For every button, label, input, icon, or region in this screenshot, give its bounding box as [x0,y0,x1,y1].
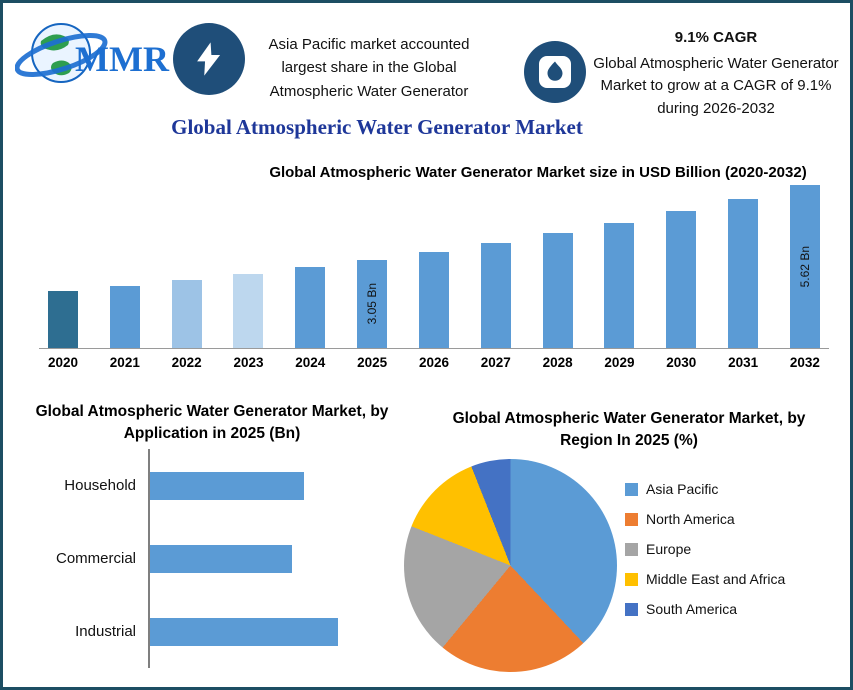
market-size-bar-chart: 3.05 Bn 5.62 Bn [39,181,829,349]
bar-rect-2026 [418,252,449,348]
lightning-icon [173,23,245,95]
bar-column-2032: 5.62 Bn [781,181,829,348]
x-axis-label-2021: 2021 [109,355,140,370]
category-label-commercial: Commercial [55,550,136,567]
bar-column-2029 [595,181,643,348]
globe-icon: MMR [14,23,170,83]
x-axis-label-2023: 2023 [233,355,264,370]
application-bar-chart: Household Commercial Industrial [31,449,403,668]
bar-rect-commercial [150,544,292,573]
market-size-x-axis: 2020 2021 2022 2023 2024 2025 2026 2027 2028 2029… [39,355,829,370]
mmr-logo: MMR [14,11,170,97]
legend-item-north-america: North America [625,511,785,527]
region-chart-title: Global Atmospheric Water Generator Marke… [452,410,806,450]
bar-column-2021 [101,181,149,348]
bar-rect-2021 [109,286,140,348]
bar-column-2031 [719,181,767,348]
x-axis-label-2029: 2029 [604,355,635,370]
bar-rect-2028 [542,233,573,348]
legend-label: Middle East and Africa [646,571,786,587]
category-label-household: Household [64,477,136,494]
x-axis-label-2030: 2030 [666,355,697,370]
x-axis-label-2027: 2027 [480,355,511,370]
bar-rect-2023 [233,274,264,348]
bar-value-label-2032: 5.62 Bn [797,245,812,288]
x-axis-label-2031: 2031 [728,355,759,370]
x-axis-label-2022: 2022 [171,355,202,370]
bar-column-2030 [657,181,705,348]
x-axis-label-2032: 2032 [789,355,820,370]
region-pie-legend: Asia Pacific North America Europe Middle Ea… [625,481,785,617]
bar-rect-2027 [480,243,511,348]
bar-rect-industrial [150,617,338,646]
bar-column-2026 [410,181,458,348]
bar-value-label-2025: 3.05 Bn [365,283,380,325]
bar-rect-2024 [295,267,326,348]
x-axis-label-2025: 2025 [357,355,388,370]
bar-track-industrial [148,595,403,668]
legend-label: North America [646,511,735,527]
region-pie-chart [404,459,617,672]
x-axis-label-2028: 2028 [542,355,573,370]
market-size-chart-title: Global Atmospheric Water Generator Marke… [269,164,807,181]
bar-rect-2020 [48,291,78,348]
bar-rect-2022 [171,280,202,348]
legend-label: Asia Pacific [646,481,719,497]
bar-track-household [148,449,403,522]
legend-swatch [625,482,638,496]
category-label-industrial: Industrial [75,623,136,640]
cagr-text: Global Atmospheric Water Generator Marke… [593,54,839,117]
application-chart-title: Global Atmospheric Water Generator Marke… [35,403,389,443]
bar-column-2025: 3.05 Bn [348,181,396,348]
bar-column-2022 [163,181,211,348]
legend-item-south-america: South America [625,601,785,617]
bar-rect-2031 [728,199,759,348]
callout-cagr: 9.1% CAGR Global Atmospheric Water Gener… [589,27,843,120]
x-axis-label-2024: 2024 [295,355,326,370]
page-title: Global Atmospheric Water Generator Marke… [171,115,583,139]
legend-label: Europe [646,541,692,557]
legend-label: South America [646,601,738,617]
bar-rect-2030 [666,211,697,348]
legend-item-asia-pacific: Asia Pacific [625,481,785,497]
bar-column-2023 [224,181,272,348]
x-axis-label-2026: 2026 [418,355,449,370]
legend-item-europe: Europe [625,541,785,557]
bar-column-2024 [286,181,334,348]
legend-swatch [625,572,638,586]
bar-column-2028 [534,181,582,348]
legend-swatch [625,542,638,556]
flame-icon [524,41,586,103]
bar-column-2027 [472,181,520,348]
legend-swatch [625,512,638,526]
legend-item-middle-east-and-africa: Middle East and Africa [625,571,785,587]
logo-text: MMR [75,39,170,79]
bar-rect-2025: 3.05 Bn [357,260,388,348]
bar-rect-household [150,471,304,500]
bar-rect-2029 [604,223,635,348]
callout-asia-pacific: Asia Pacific market accounted largest sh… [268,36,470,100]
bar-rect-2032: 5.62 Bn [789,185,820,348]
cagr-heading: 9.1% CAGR [674,29,758,46]
bar-column-2020 [39,181,87,348]
legend-swatch [625,602,638,616]
bar-track-commercial [148,522,403,595]
x-axis-label-2020: 2020 [47,355,79,370]
